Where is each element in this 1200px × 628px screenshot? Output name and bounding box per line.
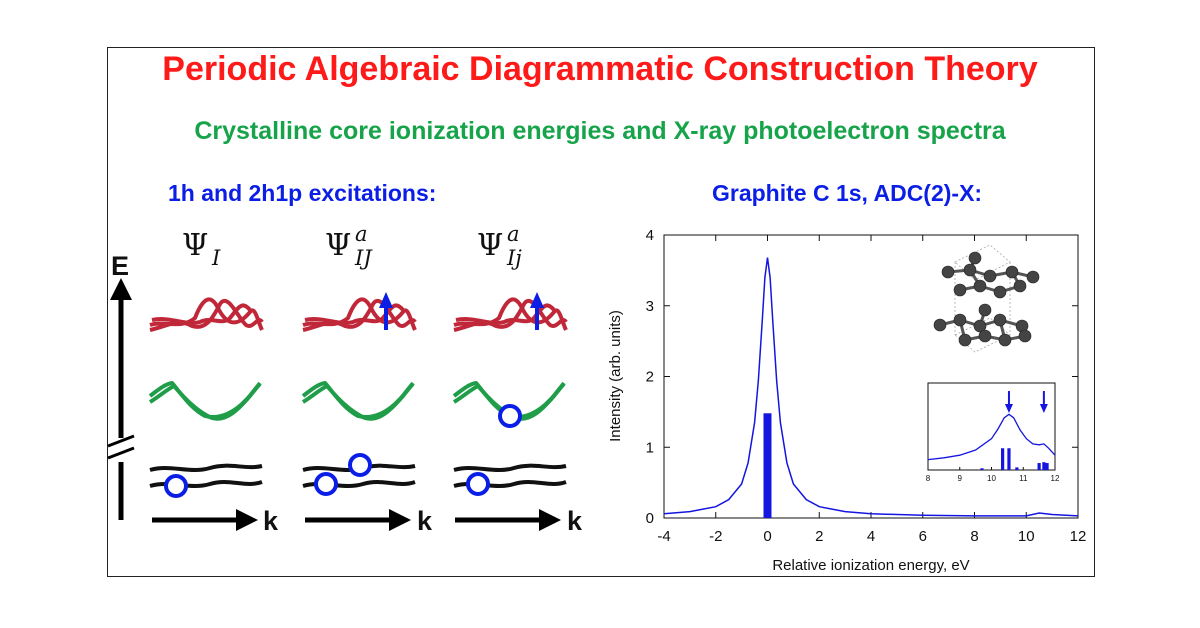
conduction-bands [149,297,264,332]
x-tick-label: -4 [657,528,670,545]
spectrum-title: Graphite C 1s, ADC(2)-X: [712,180,983,206]
inset-plot-area [927,382,1056,471]
psi-symbol: Ψ [325,228,352,263]
electron-arrow [530,292,544,330]
inset-x-tick-label: 9 [958,474,963,483]
y-axis-label: Intensity (arb. units) [607,310,624,442]
peak-arrow-icon [1004,391,1013,413]
psi-subscript: I [212,246,221,270]
x-tick-label: 6 [919,528,927,545]
hole-circle [498,404,522,428]
psi-label-2h1p-Ij: Ψ a Ij [477,222,522,270]
y-tick-label: 1 [646,439,654,456]
hole-circle [314,472,338,496]
hole-circle [466,472,490,496]
k-axis-label: k [263,506,279,536]
y-tick-label: 4 [646,227,654,244]
inset-x-tick-label: 8 [926,474,931,483]
x-tick-label: 12 [1070,528,1087,545]
inset-stick-bar [1015,467,1019,470]
inset-x-tick-label: 11 [1019,474,1028,483]
figure-frame [107,47,1095,577]
k-arrow [305,509,411,531]
x-tick-label: 4 [867,528,875,545]
x-axis-label: Relative ionization energy, eV [772,557,969,574]
spectrum-curve [663,257,1079,517]
x-tick-label: 8 [970,528,978,545]
energy-axis [107,278,135,520]
psi-label-2h1p-IJ: Ψ a IJ [325,222,372,270]
inset-stick-bar [1001,448,1005,470]
inset-stick-bar [1037,463,1041,470]
hole-circle [164,474,188,498]
psi-symbol: Ψ [477,228,504,263]
energy-axis-label: E [111,251,130,281]
psi-label-1h: Ψ I [182,228,220,270]
page-title: Periodic Algebraic Diagrammatic Construc… [162,50,1038,88]
x-tick-label: 2 [815,528,823,545]
hole-circle [348,453,372,477]
k-axis-label: k [417,506,433,536]
inset-stick-bar [1045,463,1049,470]
k-arrow [455,509,561,531]
y-tick-label: 0 [646,510,654,527]
k-arrow [152,509,258,531]
psi-subscript: IJ [355,246,372,270]
psi-subscript: Ij [507,246,522,270]
stick-bar [763,413,772,518]
inset-spectrum-curve [927,413,1056,461]
valence-bands [148,381,262,421]
inset-x-tick-label: 12 [1051,474,1060,483]
graphite-structure-icon [933,244,1040,353]
psi-superscript: a [355,222,368,246]
x-tick-label: -2 [709,528,722,545]
x-tick-label: 0 [763,528,771,545]
inset-stick-bar [980,468,984,470]
x-tick-label: 10 [1018,528,1035,545]
band-group-1h [148,297,264,488]
y-tick-label: 2 [646,369,654,386]
page-subtitle: Crystalline core ionization energies and… [194,117,1006,145]
peak-arrow-icon [1039,391,1048,413]
electron-arrow [379,292,393,330]
k-axis-label: k [567,506,583,536]
psi-superscript: a [507,222,520,246]
y-tick-label: 3 [646,298,654,315]
inset-stick-bar [1007,448,1011,470]
inset-stick-bar [1042,462,1046,470]
psi-symbol: Ψ [182,228,209,263]
inset-x-tick-label: 10 [987,474,996,483]
excitations-title: 1h and 2h1p excitations: [168,180,437,206]
